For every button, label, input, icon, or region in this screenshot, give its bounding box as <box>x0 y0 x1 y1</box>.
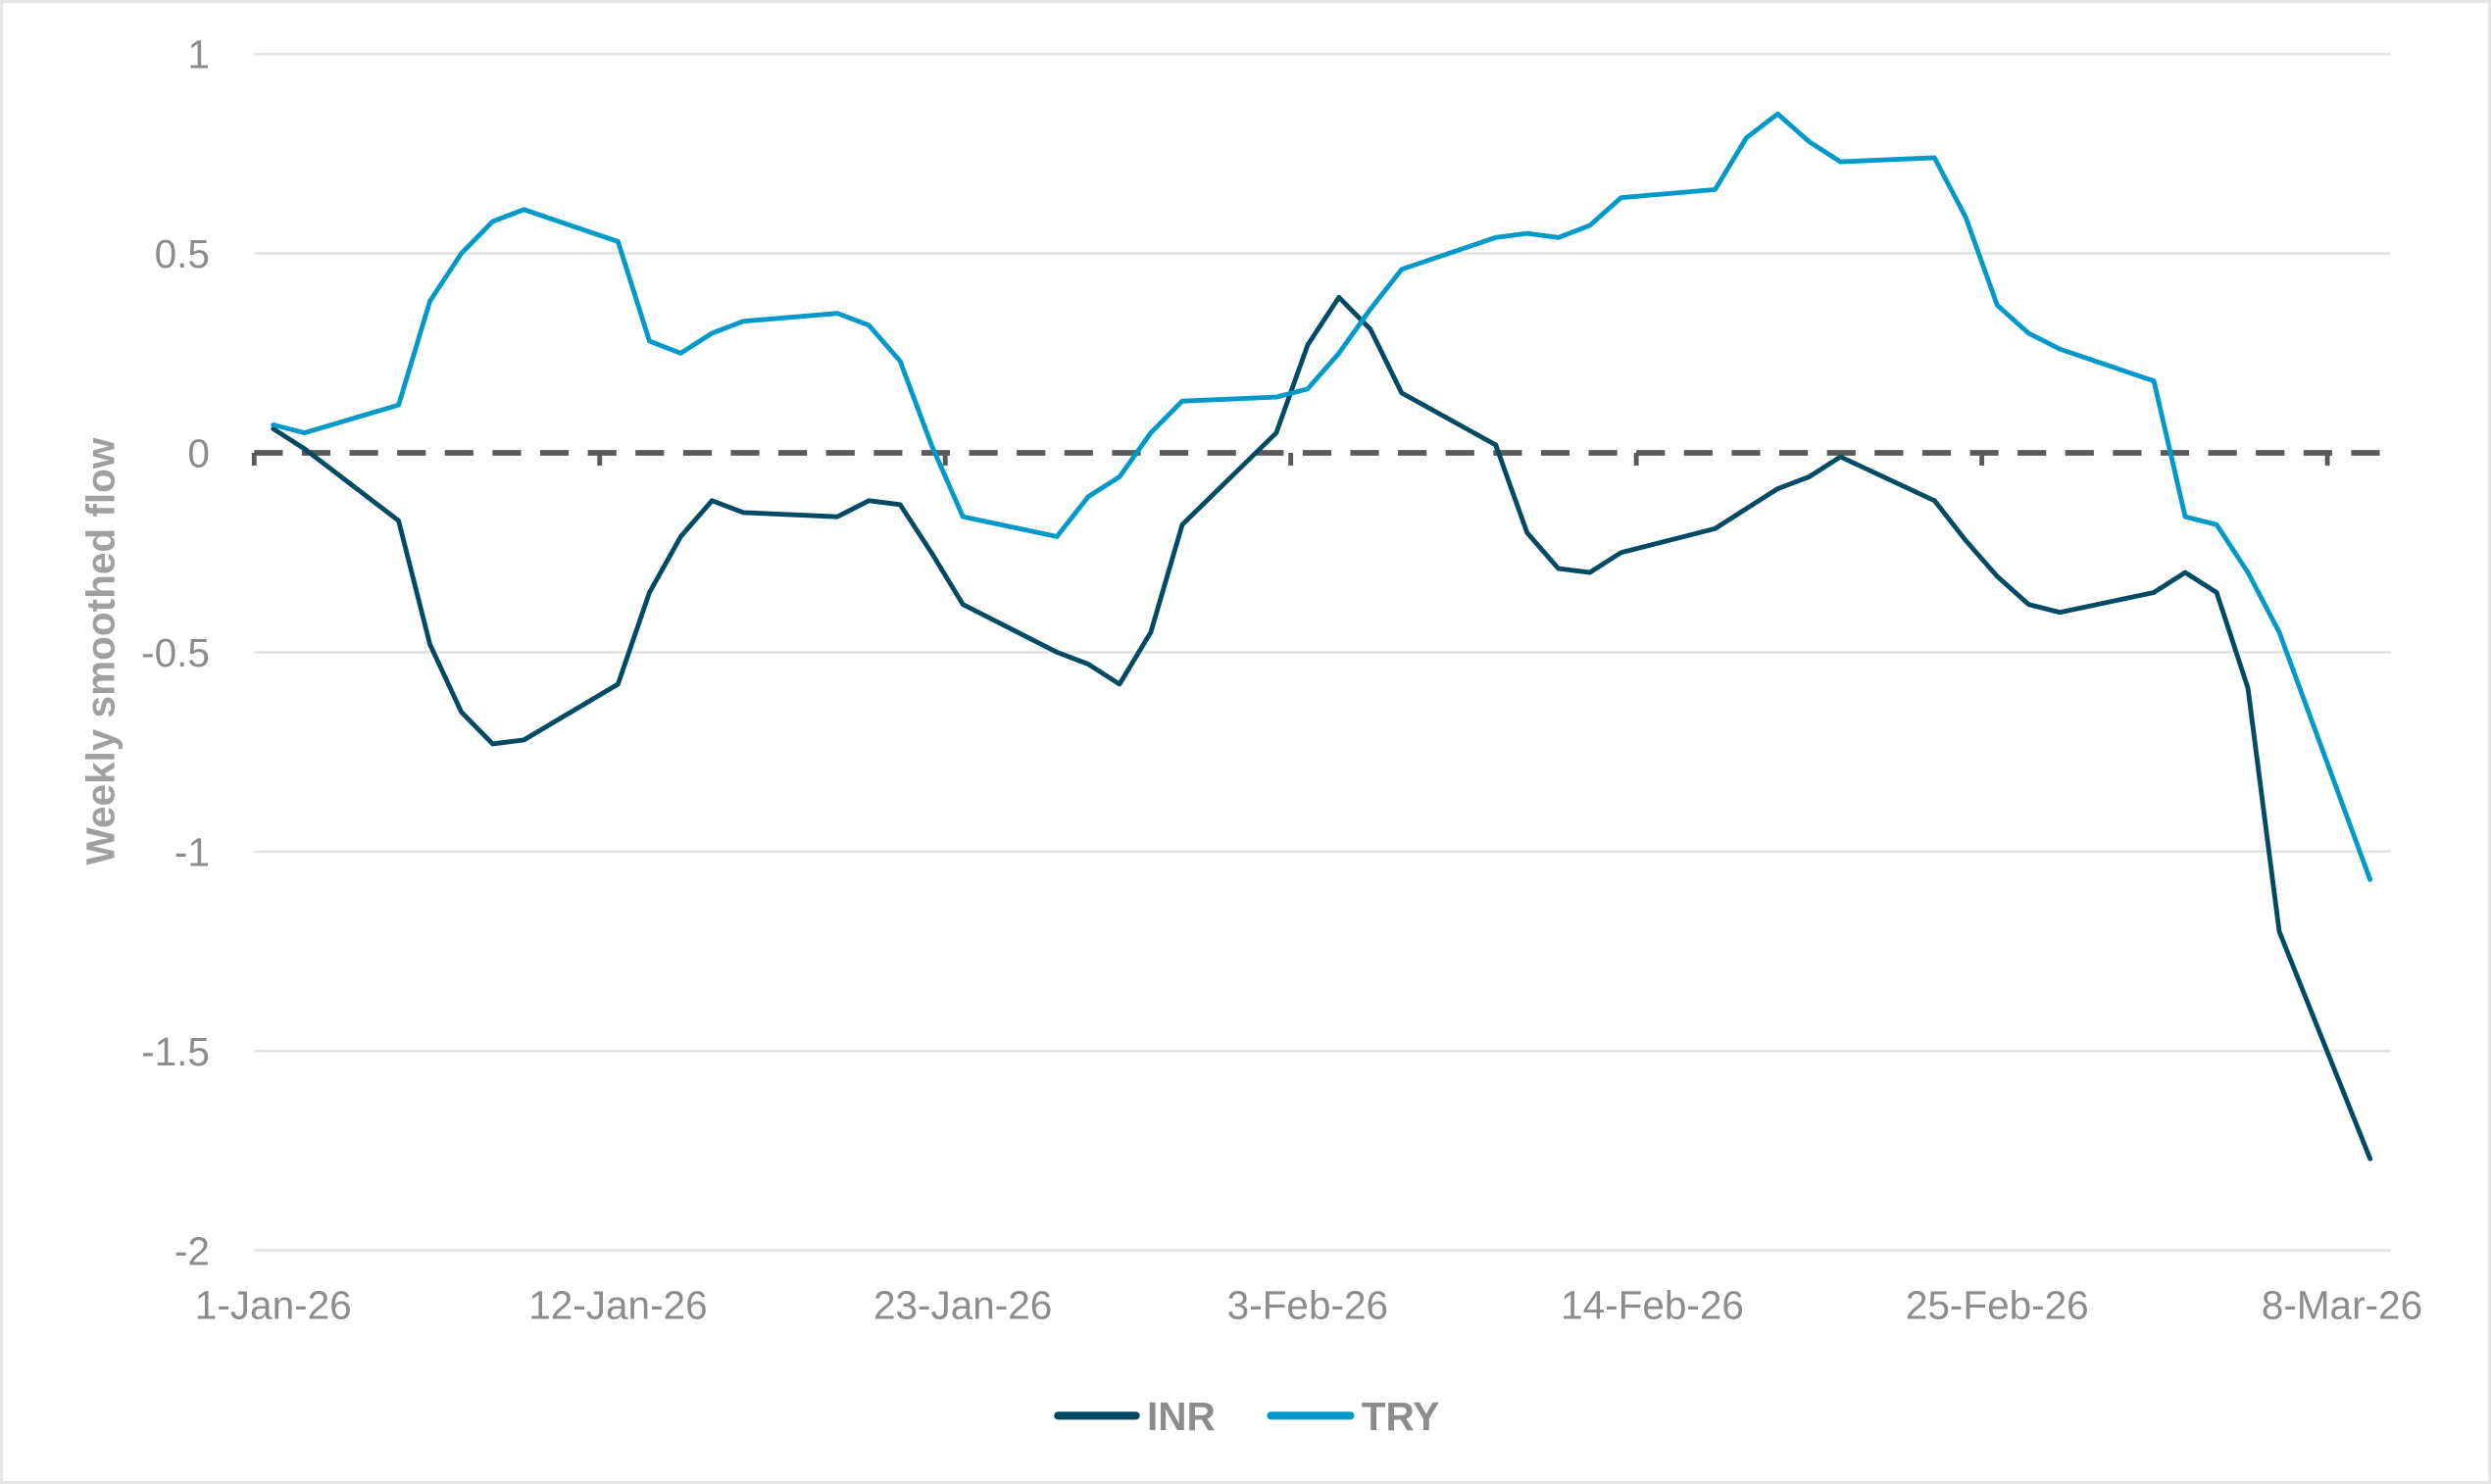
gridlines <box>254 52 2391 1253</box>
x-tick-label: 23-Jan-26 <box>873 1282 1052 1327</box>
y-tick-label: 0 <box>187 431 210 476</box>
x-tick-label: 8-Mar-26 <box>2262 1282 2422 1327</box>
x-tick-label: 1-Jan-26 <box>195 1282 352 1327</box>
y-tick-label: -1 <box>174 829 210 874</box>
legend: INR TRY <box>1054 1394 1439 1439</box>
x-axis-ticks: 1-Jan-26 12-Jan-26 23-Jan-26 3-Feb-26 14-Feb… <box>195 1282 2422 1327</box>
y-axis-ticks: 1 0.5 0 -0.5 -1 -1.5 -2 <box>141 32 210 1274</box>
x-tick-label: 14-Feb-26 <box>1561 1282 1744 1327</box>
y-axis-label: Weekly smoothed flow <box>78 437 124 865</box>
legend-label-try: TRY <box>1362 1394 1439 1439</box>
series-line-try <box>271 111 2373 882</box>
x-tick-label: 25-Feb-26 <box>1906 1282 2089 1327</box>
series-lines <box>271 111 2373 1162</box>
x-tick-label: 12-Jan-26 <box>528 1282 707 1327</box>
series-line-inr <box>271 294 2373 1162</box>
legend-label-inr: INR <box>1147 1394 1216 1439</box>
y-tick-label: -1.5 <box>141 1029 210 1074</box>
y-tick-label: -0.5 <box>141 630 210 675</box>
zero-reference-line <box>251 450 2391 466</box>
x-tick-label: 3-Feb-26 <box>1227 1282 1388 1327</box>
y-tick-label: 0.5 <box>155 231 210 276</box>
y-tick-label: 1 <box>187 32 210 77</box>
y-tick-label: -2 <box>174 1228 210 1273</box>
